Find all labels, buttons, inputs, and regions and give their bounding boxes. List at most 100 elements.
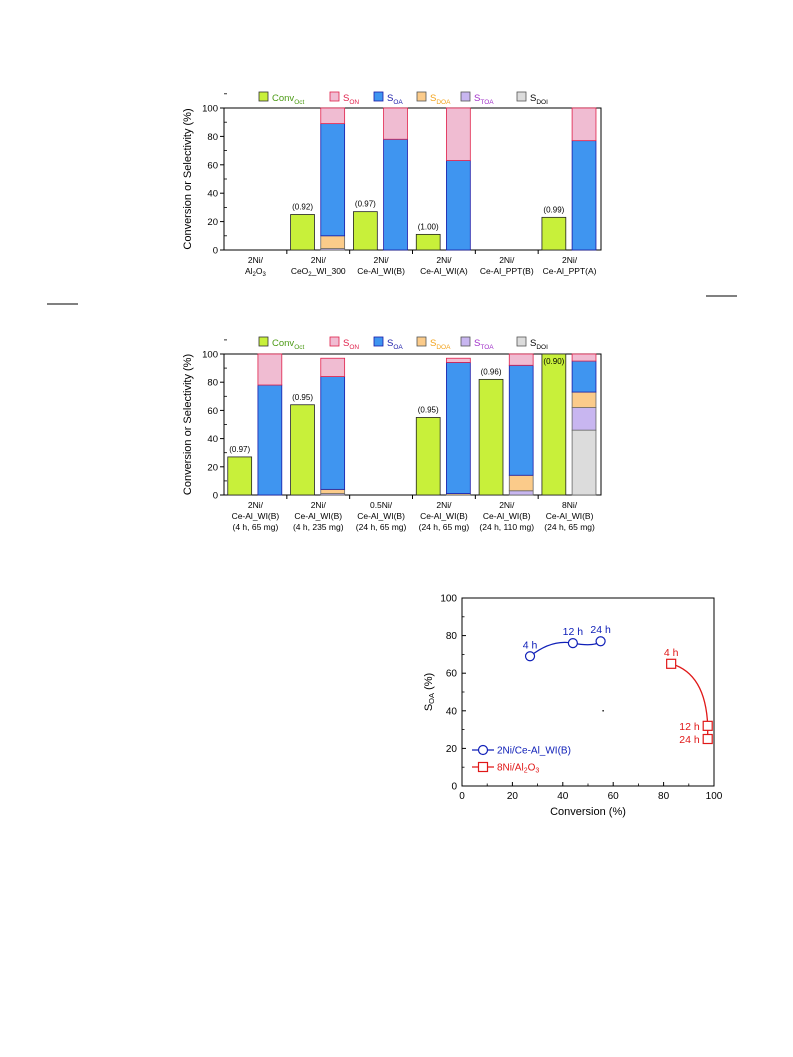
legend-label: 2Ni/Ce-Al_WI(B) — [497, 746, 571, 757]
legend-swatch-conv — [258, 336, 269, 347]
x-tick-label: 20 — [507, 791, 519, 802]
data-point-circle — [567, 638, 578, 649]
y-tick-label: 20 — [207, 217, 218, 228]
legend-label-son: SON — [343, 338, 359, 351]
bar-segment-soa — [320, 376, 346, 490]
legend-label-son: SON — [343, 93, 359, 106]
point-label: 4 h — [523, 639, 538, 651]
legend-label-conv: ConvOct — [272, 93, 304, 106]
x-category-label: Ce-Al_WI(B) — [546, 511, 594, 521]
bar-segment-sdoa — [320, 488, 346, 494]
y-tick-label: 80 — [207, 132, 218, 143]
bar-segment-sdoa — [320, 235, 346, 249]
legend-label-sdoa: SDOA — [430, 93, 451, 106]
bar-segment-son — [320, 357, 346, 377]
bar-ratio-label: (0.90) — [543, 357, 564, 366]
x-category-label: 2Ni/ — [562, 255, 578, 265]
x-category-label: Ce-Al_WI(B) — [294, 511, 342, 521]
legend-swatch-sdoi — [516, 336, 527, 347]
x-tick-label: 40 — [557, 791, 569, 802]
bar-ratio-label: (0.97) — [355, 200, 376, 209]
bar-conversion — [227, 456, 253, 496]
legend-marker-square — [477, 761, 489, 773]
y-tick-label: 0 — [451, 782, 457, 793]
x-category-label: 2Ni/ — [311, 255, 327, 265]
bar-conversion — [290, 404, 315, 496]
y-tick-label: 0 — [213, 246, 218, 257]
y-tick-label: 60 — [207, 406, 218, 417]
legend-label-stoa: STOA — [474, 338, 494, 351]
stray-dot — [602, 710, 604, 712]
bar-segment-soa — [571, 360, 597, 393]
legend-label-sdoi: SDOI — [530, 338, 548, 351]
series-curve — [529, 640, 602, 657]
bar-segment-son — [571, 353, 597, 362]
point-label: 4 h — [664, 647, 679, 659]
x-category-label: 2Ni/ — [436, 500, 452, 510]
bar-conversion — [415, 233, 441, 251]
legend-swatch-stoa — [460, 336, 471, 347]
bar-segment-son — [446, 357, 471, 363]
x-category-label: Ce-Al_WI(B) — [357, 266, 405, 276]
bar-segment-soa — [383, 138, 408, 251]
y-tick-label: 60 — [207, 160, 218, 171]
x-category-label: (4 h, 65 mg) — [233, 522, 279, 532]
legend-label-soa: SOA — [387, 93, 403, 106]
x-category-label: 2Ni/ — [248, 500, 264, 510]
x-category-label: (24 h, 65 mg) — [356, 522, 407, 532]
bar-segment-soa — [257, 384, 283, 496]
legend-label-sdoi: SDOI — [530, 93, 548, 106]
bar-segment-son — [257, 353, 283, 386]
bar-conversion — [478, 378, 504, 496]
bar-ratio-label: (0.96) — [481, 367, 502, 376]
x-axis-label: Conversion (%) — [550, 806, 626, 818]
x-category-label: 8Ni/ — [562, 500, 578, 510]
bar-segment-sdoi — [571, 429, 597, 496]
bar-conversion — [541, 216, 567, 251]
y-tick-label: 0 — [213, 491, 218, 502]
chart-1-catalyst-screening: ConvOct SON SOA SDOA STOA SDOI 0 20 40 60 80 100 Con… — [47, 91, 737, 305]
x-category-label: (24 h, 65 mg) — [544, 522, 595, 532]
legend-swatch-conv — [258, 91, 269, 102]
point-label: 12 h — [563, 626, 584, 638]
y-tick-label: 100 — [440, 594, 457, 605]
x-tick-label: 0 — [459, 791, 465, 802]
x-category-label: (4 h, 235 mg) — [293, 522, 344, 532]
bar-segment-soa — [320, 123, 346, 237]
x-category-label: (24 h, 110 mg) — [479, 522, 534, 532]
data-point-circle — [524, 651, 536, 662]
bar-conversion — [290, 214, 315, 251]
x-tick-label: 100 — [706, 791, 723, 802]
y-tick-label: 40 — [207, 434, 218, 445]
y-tick-label: 60 — [446, 669, 458, 680]
x-category-label: Ce-Al_PPT(B) — [480, 266, 534, 276]
bar-segment-son — [446, 107, 471, 161]
legend-swatch-stoa — [460, 91, 471, 102]
chart-3-selectivity-vs-conversion: 0 20 40 60 80 100 0 20 40 60 80 100 Conversion (%) SO… — [423, 594, 723, 819]
bar-segment-son — [571, 107, 597, 142]
bar-segment-son — [508, 353, 534, 366]
point-label: 24 h — [679, 734, 700, 746]
bar-conversion — [415, 417, 441, 496]
bar-segment-sdoa — [571, 391, 597, 408]
legend-swatch-soa — [373, 91, 384, 102]
x-category-label: Ce-Al_WI(B) — [357, 511, 405, 521]
bar-ratio-label: (1.00) — [418, 222, 439, 231]
bar-segment-soa — [446, 362, 471, 494]
data-point-square — [702, 733, 713, 745]
bar-segment-soa — [571, 140, 597, 251]
bar-segment-soa — [446, 160, 471, 251]
x-category-label: 2Ni/ — [436, 255, 452, 265]
bar-ratio-label: (0.95) — [418, 405, 439, 414]
legend-swatch-sdoi — [516, 91, 527, 102]
x-category-label: Ce-Al_WI(B) — [420, 511, 468, 521]
y-axis-label: SOA (%) — [423, 673, 436, 711]
legend-label: 8Ni/Al2O3 — [497, 763, 539, 775]
legend-swatch-sdoa — [416, 336, 427, 347]
bar-ratio-label: (0.95) — [292, 393, 313, 402]
legend-label-sdoa: SDOA — [430, 338, 451, 351]
y-tick-label: 100 — [202, 104, 218, 115]
y-axis-label: Conversion or Selectivity (%) — [182, 108, 194, 249]
x-category-label: CeO2_WI_300 — [291, 266, 346, 278]
y-tick-label: 20 — [207, 462, 218, 473]
